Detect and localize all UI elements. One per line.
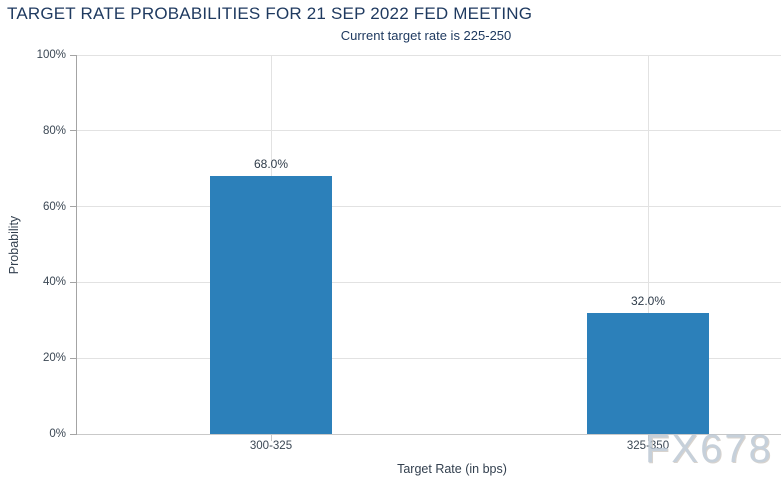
y-axis-tick (70, 433, 77, 435)
bar-value-label: 32.0% (630, 293, 666, 308)
y-axis-tick (70, 357, 77, 359)
gridline-vertical (647, 55, 649, 434)
x-tick-label: 300-325 (249, 440, 293, 452)
bar-300-325[interactable] (210, 176, 332, 434)
gridline-horizontal (77, 54, 781, 56)
y-axis-title: Probability (7, 215, 21, 275)
x-axis-title: Target Rate (in bps) (397, 462, 507, 476)
y-tick-label: 60% (42, 200, 66, 213)
gridline-horizontal (77, 206, 781, 208)
y-tick-label: 20% (42, 352, 66, 365)
gridline-horizontal (77, 357, 781, 359)
y-axis-tick (70, 130, 77, 132)
chart-subtitle: Current target rate is 225-250 (340, 28, 512, 43)
y-axis-tick (70, 281, 77, 283)
gridline-horizontal (77, 130, 781, 132)
bar-325-350[interactable] (587, 312, 709, 434)
y-axis-tick (70, 54, 77, 56)
y-tick-label: 40% (42, 276, 66, 289)
y-tick-label: 100% (36, 49, 66, 61)
y-tick-label: 0% (49, 428, 66, 440)
x-axis-tick (270, 435, 272, 441)
watermark: FX678 (645, 427, 773, 471)
bar-value-label: 68.0% (253, 157, 289, 172)
y-axis-tick (70, 206, 77, 208)
chart-title: TARGET RATE PROBABILITIES FOR 21 SEP 202… (7, 4, 533, 23)
x-tick-label: 325-350 (626, 440, 670, 452)
plot-area: 68.0% 300-325 32.0% 325-350 (70, 54, 781, 452)
y-tick-label: 80% (42, 124, 66, 137)
x-axis-tick (647, 435, 649, 441)
x-axis-line (70, 434, 781, 435)
gridline-horizontal (77, 281, 781, 283)
